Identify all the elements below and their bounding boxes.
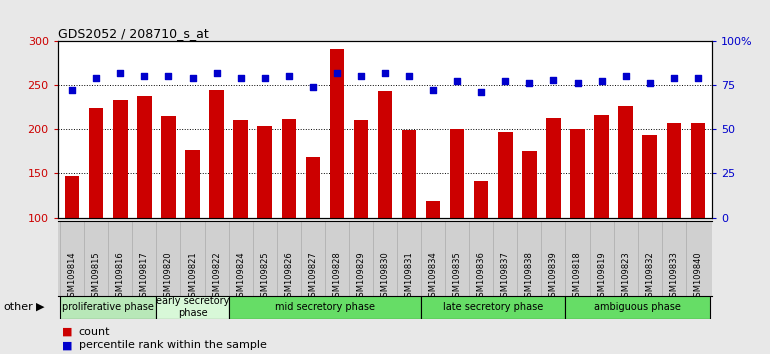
Point: [210, 70, 223, 75]
Bar: [571, 129, 584, 218]
Text: late secretory phase: late secretory phase: [444, 302, 544, 312]
Text: proliferative phase: proliferative phase: [62, 302, 154, 312]
Text: mid secretory phase: mid secretory phase: [275, 302, 375, 312]
Bar: [233, 120, 248, 218]
Point: [186, 75, 199, 81]
Bar: [474, 181, 488, 218]
Bar: [522, 152, 537, 218]
Bar: [186, 149, 199, 218]
Point: [668, 75, 680, 81]
Bar: [642, 135, 657, 218]
Bar: [594, 115, 609, 218]
Point: [595, 79, 608, 84]
Text: GDS2052 / 208710_s_at: GDS2052 / 208710_s_at: [58, 27, 209, 40]
Bar: [330, 48, 344, 218]
Bar: [89, 108, 103, 218]
Bar: [161, 116, 176, 218]
Point: [139, 73, 151, 79]
Point: [330, 70, 343, 75]
Bar: [229, 296, 421, 319]
Point: [427, 87, 439, 93]
Point: [66, 87, 79, 93]
Point: [619, 73, 631, 79]
Point: [524, 80, 536, 86]
Bar: [60, 296, 156, 319]
Point: [499, 79, 511, 84]
Bar: [209, 90, 224, 218]
Point: [571, 80, 584, 86]
Bar: [113, 100, 128, 218]
Bar: [353, 120, 368, 218]
Point: [306, 84, 319, 90]
Point: [475, 89, 487, 95]
Text: ▶: ▶: [35, 302, 45, 312]
Bar: [378, 91, 392, 218]
Bar: [426, 201, 440, 218]
Bar: [498, 132, 513, 218]
Bar: [691, 123, 705, 218]
Bar: [137, 96, 152, 218]
Bar: [421, 296, 565, 319]
Text: ■: ■: [62, 340, 72, 350]
Point: [451, 79, 464, 84]
Point: [90, 75, 102, 81]
Text: ■: ■: [62, 327, 72, 337]
Bar: [156, 296, 229, 319]
Point: [691, 75, 704, 81]
Bar: [565, 296, 710, 319]
Point: [379, 70, 391, 75]
Bar: [667, 123, 681, 218]
Bar: [65, 176, 79, 218]
Bar: [257, 126, 272, 218]
Bar: [306, 156, 320, 218]
Bar: [282, 120, 296, 218]
Point: [644, 80, 656, 86]
Text: ambiguous phase: ambiguous phase: [594, 302, 681, 312]
Point: [547, 77, 560, 82]
Text: early secretory
phase: early secretory phase: [156, 296, 229, 318]
Bar: [402, 130, 417, 218]
Point: [234, 75, 246, 81]
Point: [355, 73, 367, 79]
Point: [283, 73, 295, 79]
Point: [403, 73, 415, 79]
Point: [162, 73, 175, 79]
Text: other: other: [4, 302, 34, 312]
Point: [259, 75, 271, 81]
Bar: [546, 118, 561, 218]
Text: count: count: [79, 327, 110, 337]
Bar: [618, 106, 633, 218]
Bar: [450, 129, 464, 218]
Text: percentile rank within the sample: percentile rank within the sample: [79, 340, 266, 350]
Point: [114, 70, 126, 75]
